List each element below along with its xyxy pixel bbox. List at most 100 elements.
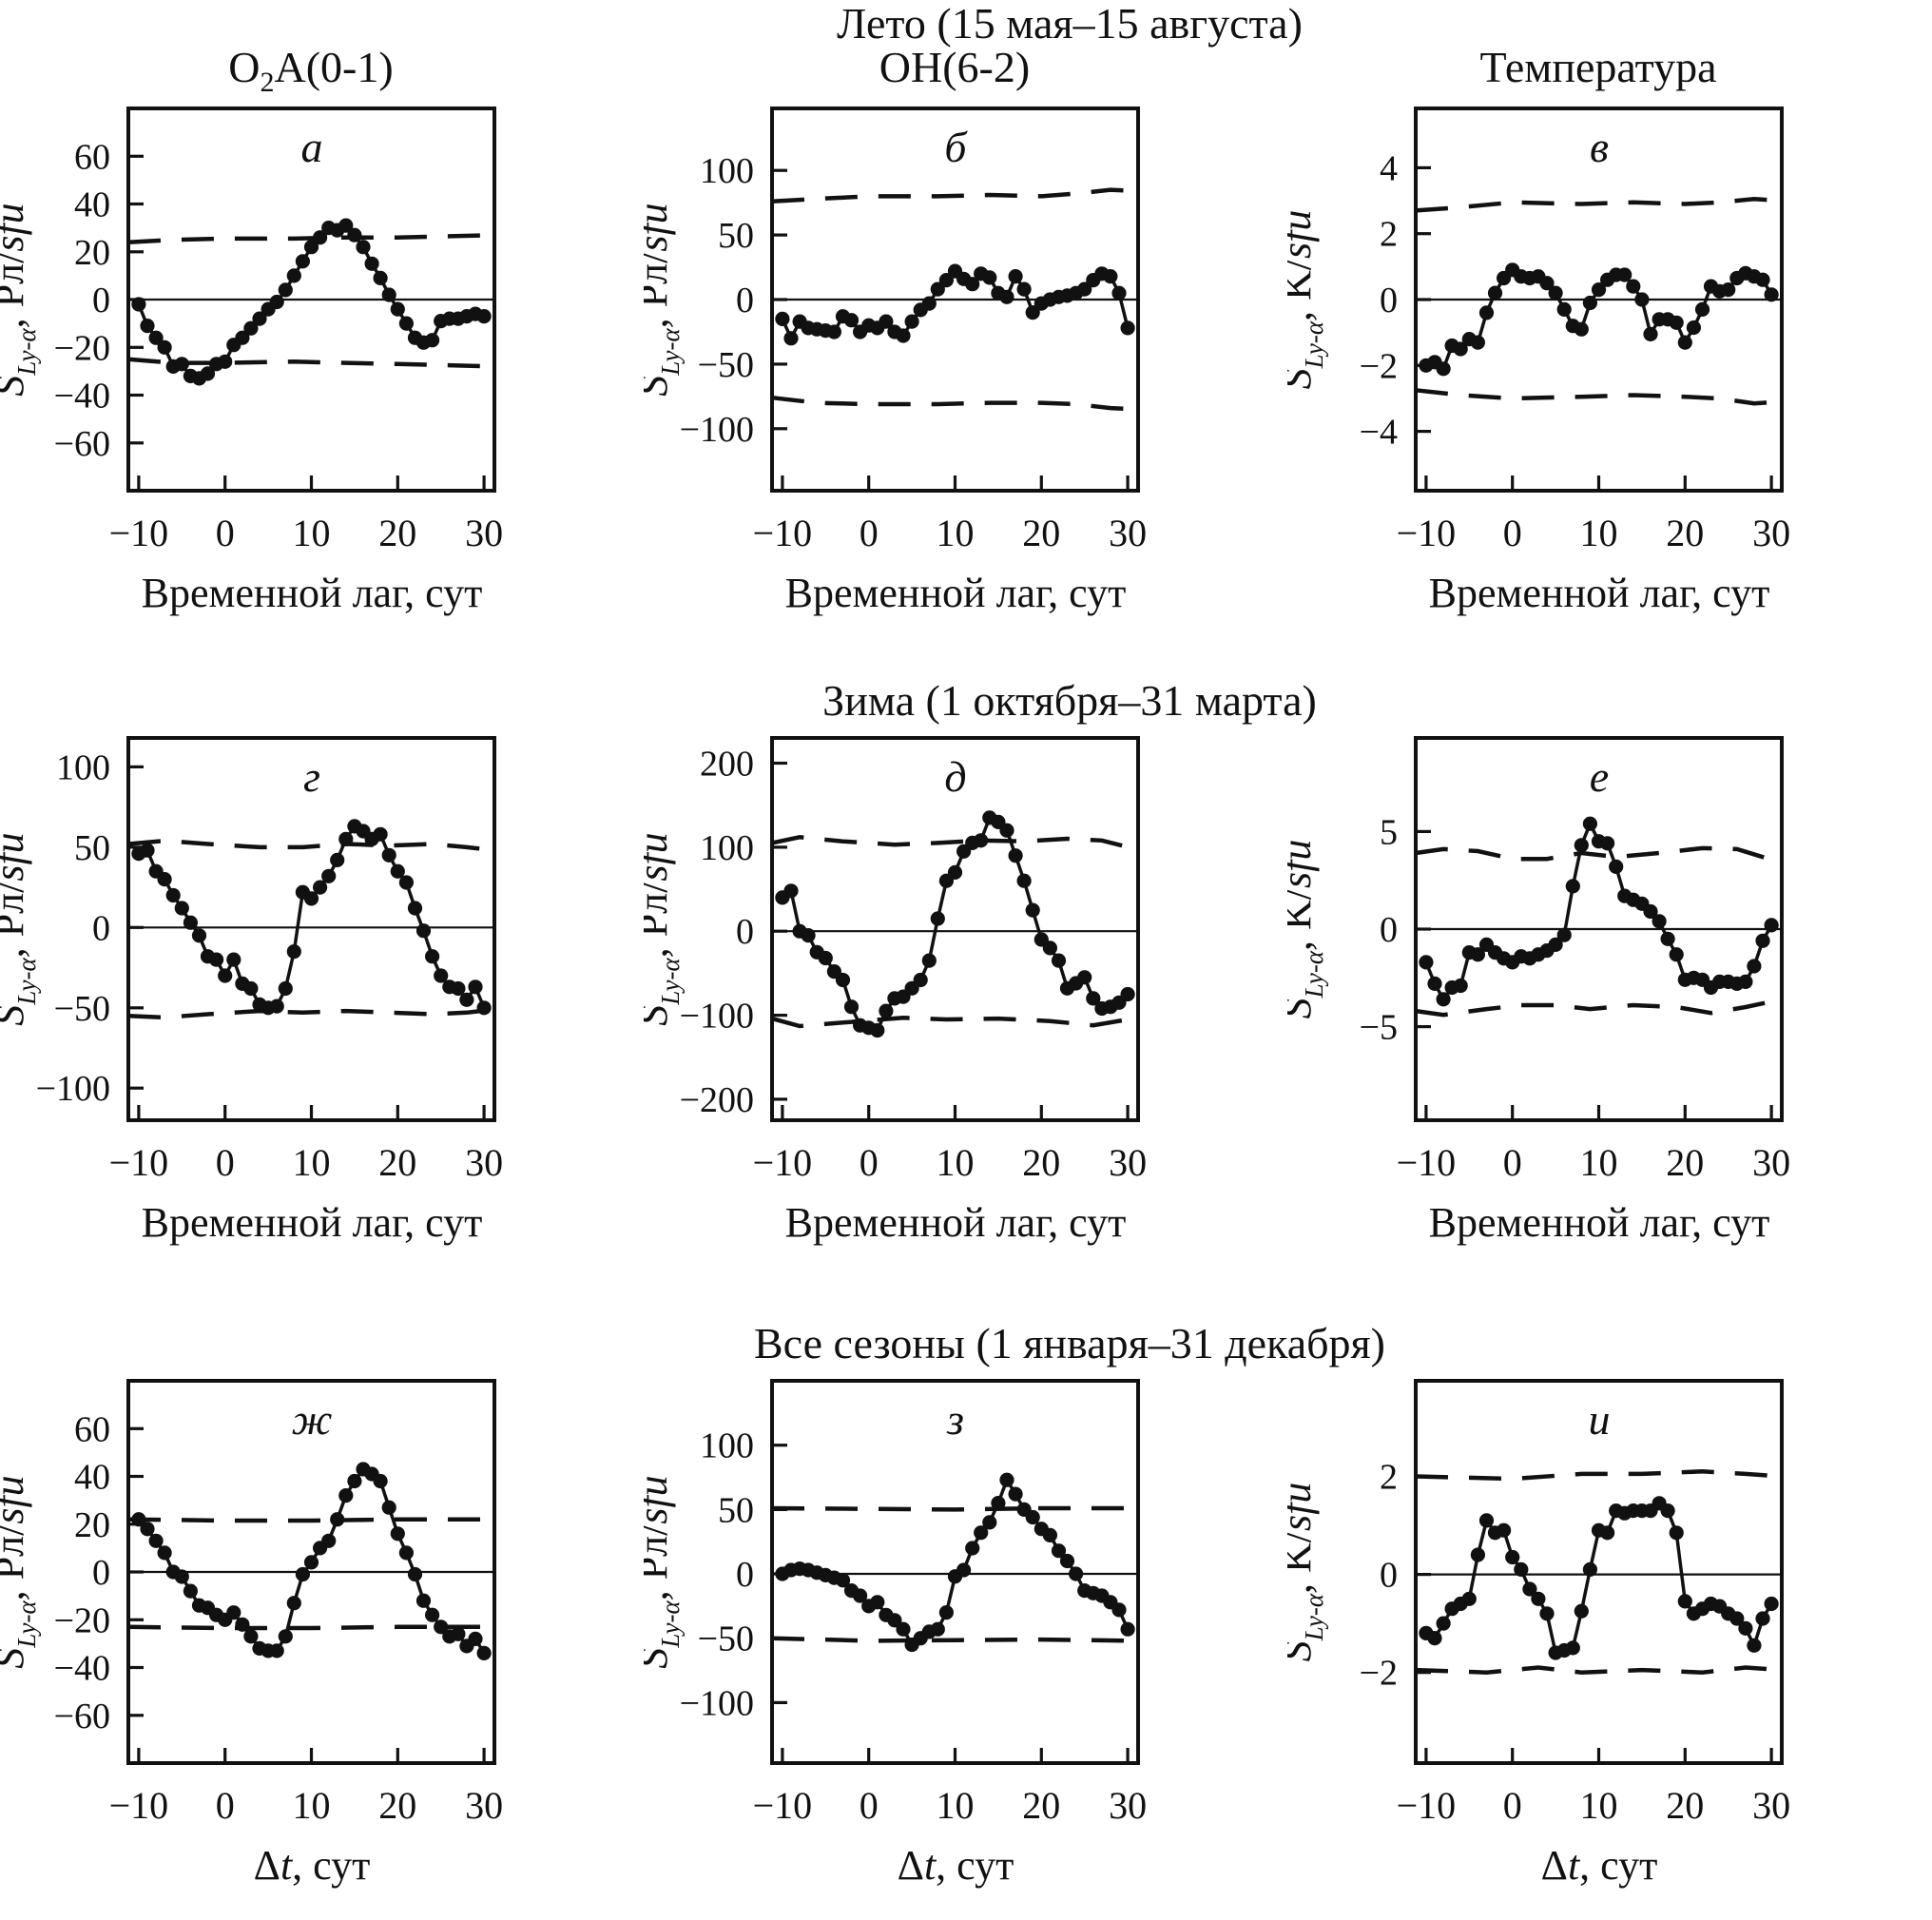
data-point [278,282,293,298]
data-point [1086,991,1101,1006]
data-point [373,270,388,285]
data-point [1120,320,1135,336]
y-tick-label: −50 [698,1619,754,1659]
x-axis-label: Временной лаг, сут [1429,1199,1770,1246]
data-point [1025,902,1040,918]
y-axis-label: SLy-α, Рл/sfu [644,832,685,1025]
data-point [425,949,440,964]
data-point [1609,859,1624,874]
data-point [991,1496,1006,1511]
data-point [1522,1581,1537,1597]
data-point [1738,974,1753,989]
data-point [157,339,172,355]
data-series-line [781,815,1130,1033]
column-title-oh: OH(6-2) [644,44,1287,91]
data-point [1539,1606,1555,1621]
x-axis-label: Временной лаг, сут [142,1199,483,1246]
upper-confidence-line [771,1505,1138,1512]
panel-letter: е [1590,752,1609,801]
data-point [887,1613,902,1628]
panel-letter: и [1589,1395,1611,1444]
y-tick-label: 100 [700,1426,754,1466]
data-point [999,823,1014,838]
data-point [1626,279,1641,294]
data-point [801,928,816,943]
y-tick-label: 50 [718,216,754,256]
x-tick-label: 10 [293,1784,331,1827]
data-point [313,880,328,895]
y-tick-label: 100 [56,747,110,787]
y-tick-label: 40 [74,1458,110,1498]
data-point [476,309,492,324]
y-tick-label: −200 [680,1080,754,1120]
y-tick-label: 200 [700,745,754,785]
panel-letter: г [303,752,320,801]
data-point [373,1473,388,1489]
season-title-summer: Лето (15 мая–15 августа) [837,0,1303,48]
data-point [1764,287,1779,302]
x-tick-label: 10 [1580,1784,1618,1827]
column-title-oh-pre: OH(6-2) [879,43,1031,91]
data-point [321,868,337,883]
season-title-all: Все сезоны (1 января–31 декабря) [753,1319,1385,1367]
lower-confidence-line [771,1636,1139,1643]
data-point [1103,269,1118,284]
y-tick-label: 0 [1380,1556,1398,1596]
data-point [425,1607,440,1622]
data-point [930,1621,945,1637]
upper-confidence-line [771,187,1139,204]
x-tick-label: 30 [1109,1784,1147,1827]
data-series-line [782,1476,1130,1648]
data-point [278,1629,293,1644]
column-titles-row: O2A(0-1) OH(6-2) Температура [0,44,1932,99]
data-point [1077,281,1092,297]
data-point [269,294,284,310]
data-point [999,1472,1014,1487]
data-point [1591,282,1607,298]
data-point [303,891,319,906]
x-tick-label: 0 [216,1141,235,1184]
x-tick-label: 0 [860,1784,879,1827]
y-tick-label: 50 [74,828,110,868]
data-point [826,324,841,339]
data-point [1042,941,1057,956]
data-point [1617,267,1633,282]
x-axis-label: Δt, сут [254,1842,371,1889]
data-point [1505,1549,1520,1565]
data-point [974,1525,989,1541]
data-point [165,887,181,903]
data-point [459,992,474,1007]
data-point [1461,1591,1477,1606]
data-point [843,999,860,1015]
data-point [226,1605,242,1620]
y-tick-label: 0 [736,912,754,952]
upper-confidence-line [771,835,1139,852]
data-point [1120,1621,1135,1637]
y-axis-label: SLy-α, Рл/sfu [0,832,41,1025]
x-tick-label: 20 [378,1141,416,1184]
data-point [921,296,937,311]
data-point [1686,320,1701,336]
data-point [278,980,293,997]
data-point [295,1566,310,1582]
data-point [930,911,945,926]
x-tick-label: 10 [937,1784,975,1827]
data-point [252,311,267,326]
data-point [835,1573,851,1588]
data-point [1660,1503,1675,1519]
data-point [1634,292,1650,307]
x-tick-label: −10 [753,1784,813,1827]
data-point [1643,903,1658,920]
data-point [243,320,259,336]
data-point [870,1022,885,1038]
y-tick-label: −50 [698,345,754,385]
x-tick-label: 20 [378,1784,416,1827]
data-point [1755,1611,1770,1626]
data-point [303,1555,319,1570]
x-axis-label: Временной лаг, сут [1429,570,1770,616]
data-point [1008,848,1023,863]
upper-confidence-line [127,1517,494,1523]
y-tick-label: −100 [680,1683,754,1723]
data-point [1436,361,1451,377]
